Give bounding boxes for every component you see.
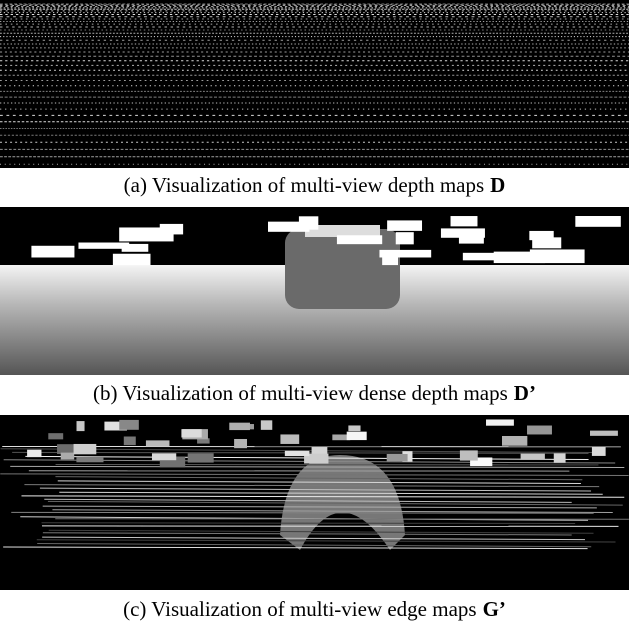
depth-block bbox=[113, 254, 151, 265]
depth-block bbox=[268, 222, 310, 232]
depth-block bbox=[575, 216, 620, 227]
caption: (a) Visualization of multi-view depth ma… bbox=[0, 170, 629, 200]
edge-block bbox=[280, 434, 299, 444]
depth-block bbox=[31, 246, 74, 258]
edge-block bbox=[486, 419, 514, 425]
edge-block bbox=[61, 453, 74, 460]
depth-block bbox=[441, 228, 485, 237]
caption-symbol: D bbox=[490, 173, 505, 197]
depth-block bbox=[78, 243, 129, 249]
edge-block bbox=[460, 450, 478, 460]
edge-block bbox=[527, 426, 552, 435]
caption-symbol: G’ bbox=[483, 597, 506, 621]
depth-block bbox=[119, 227, 173, 241]
depth-block bbox=[337, 235, 382, 244]
depth-block bbox=[451, 216, 478, 226]
depth-block bbox=[122, 244, 149, 252]
edge-block bbox=[592, 447, 606, 456]
depth-block bbox=[463, 253, 497, 260]
edge-row bbox=[42, 523, 576, 524]
edge-map-image bbox=[0, 415, 629, 590]
caption: (c) Visualization of multi-view edge map… bbox=[0, 594, 629, 624]
caption-text: (a) Visualization of multi-view depth ma… bbox=[124, 173, 485, 197]
edge-block bbox=[57, 444, 74, 454]
depth-block bbox=[494, 252, 545, 263]
edge-block bbox=[285, 451, 310, 456]
edge-block bbox=[347, 432, 367, 440]
dense-depth-map-image bbox=[0, 207, 629, 375]
depth-block bbox=[396, 232, 414, 244]
edge-block bbox=[27, 450, 41, 457]
edge-block bbox=[152, 453, 176, 460]
edge-block bbox=[77, 421, 85, 431]
caption-symbol: D’ bbox=[514, 381, 536, 405]
edge-block bbox=[502, 436, 527, 446]
depth-map-image bbox=[0, 0, 629, 168]
edge-block bbox=[181, 429, 201, 437]
depth-block bbox=[532, 237, 561, 248]
caption: (b) Visualization of multi-view dense de… bbox=[0, 378, 629, 408]
edge-block bbox=[48, 433, 63, 439]
depth-block bbox=[379, 250, 431, 258]
edge-block bbox=[76, 457, 103, 462]
edge-block bbox=[188, 453, 214, 462]
edge-block bbox=[124, 436, 136, 445]
edge-block bbox=[521, 454, 545, 460]
depth-block bbox=[387, 220, 422, 230]
edge-block bbox=[234, 439, 247, 448]
edge-block bbox=[146, 440, 170, 446]
edge-block bbox=[590, 431, 618, 436]
caption-text: (c) Visualization of multi-view edge map… bbox=[123, 597, 477, 621]
edge-block bbox=[229, 423, 250, 430]
caption-text: (b) Visualization of multi-view dense de… bbox=[93, 381, 508, 405]
edge-block bbox=[348, 425, 360, 431]
page: (a) Visualization of multi-view depth ma… bbox=[0, 0, 629, 628]
edge-block bbox=[74, 444, 97, 454]
edge-block bbox=[119, 420, 139, 430]
edge-row bbox=[55, 519, 629, 520]
edge-block bbox=[261, 420, 272, 430]
edge-block bbox=[387, 454, 408, 461]
edge-block bbox=[554, 453, 566, 462]
